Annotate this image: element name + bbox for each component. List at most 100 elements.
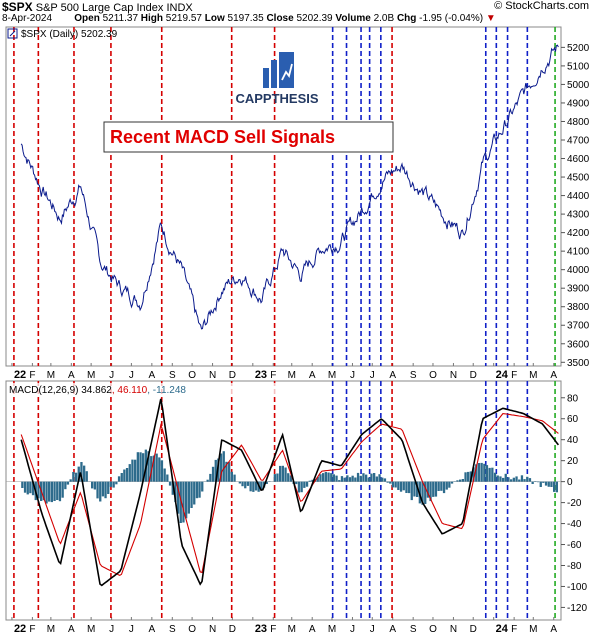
histogram-bar [91,481,94,489]
histogram-bar [536,481,540,483]
histogram-bar [125,468,129,482]
histogram-bar [445,481,448,490]
histogram-bar [297,481,301,493]
histogram-bar [273,474,276,482]
histogram-bar [322,473,325,482]
histogram-bar [147,451,150,482]
histogram-bar [394,481,397,488]
histogram-bar [413,481,416,497]
histogram-bar [553,481,556,492]
x-tick-label: M [87,624,95,635]
histogram-bar [179,481,182,523]
histogram-bar [117,476,121,482]
histogram-bar [233,474,236,482]
chart-header-line-1: $SPX S&P 500 Large Cap Index INDX © Stoc… [2,0,593,14]
x-tick-label: F [511,624,517,635]
x-tick-label: N [450,624,457,635]
histogram-bar [340,476,344,482]
histogram-bar [354,477,357,482]
y-tick-label: -20 [567,498,582,509]
y-tick-label: -100 [567,582,587,593]
histogram-bar [228,462,231,482]
logo-bar-2 [271,60,277,88]
histogram-bar [362,473,365,482]
x-tick-label: 24 [496,369,509,381]
price-legend-label: $SPX (Daily) 5202.39 [21,29,118,40]
histogram-bar [120,473,123,482]
macd-legend-item: MACD(12,26,9) 34.862 [9,385,112,396]
histogram-bar [112,481,115,488]
annotation-box: Recent MACD Sell Signals [103,121,394,153]
signal-line [20,413,559,577]
histogram-bar [177,481,180,514]
histogram-bar [319,474,322,482]
histogram-bar [107,481,110,494]
index-name: S&P 500 Large Cap Index [35,2,164,14]
histogram-bar [324,472,327,482]
y-tick-label: 5000 [567,80,590,91]
histogram-bar [45,481,48,504]
histogram-bar [104,481,107,499]
y-tick-label: 0 [567,477,573,488]
histogram-bar [37,481,40,499]
histogram-bar [23,481,27,493]
x-tick-label: S [410,370,417,381]
histogram-bar [254,481,258,491]
open-value: 5211.37 [102,13,139,24]
histogram-bar [279,465,282,482]
histogram-bar [459,479,462,482]
x-tick-label: J [370,624,375,635]
x-tick-label: S [169,624,176,635]
histogram-bar [491,467,494,482]
histogram-bar [405,481,408,493]
macd-legend-bg [7,383,307,396]
histogram-bar [115,481,118,485]
histogram-bar [74,472,78,482]
price-legend-swatch [7,28,18,39]
volume-value: 2.0B [373,13,395,24]
histogram-bar [21,481,24,488]
histogram-bar [198,481,201,498]
y-tick-label: 4800 [567,117,590,128]
high-label: High [140,13,164,24]
logo-bar-1 [263,68,269,88]
histogram-bar [123,469,126,482]
histogram-bar [222,451,225,482]
histogram-bar [370,473,373,482]
chart-header-line-2: 8-Apr-2024 Open 5211.37 High 5219.57 Low… [2,13,593,25]
x-tick-label: F [270,624,276,635]
x-tick-label: F [29,624,35,635]
histogram-bar [381,477,384,482]
macd-legend-item: , -11.248 [147,385,186,396]
close-label: Close [266,13,294,24]
histogram-bar [472,467,475,482]
low-label: Low [204,13,225,24]
histogram-bar [351,475,354,482]
histogram-bar [158,457,161,482]
histogram-bar [206,479,209,482]
histogram-bar [467,471,470,482]
histogram-bar [311,479,314,482]
x-tick-label: D [470,624,477,635]
histogram-bar [295,481,298,485]
histogram-bar [550,481,553,487]
histogram-bar [150,456,153,482]
x-tick-label: O [188,370,196,381]
histogram-bar [367,477,370,482]
open-label: Open [74,13,100,24]
histogram-bar [163,468,166,482]
histogram-bar [343,477,346,482]
histogram-bar [518,479,521,482]
histogram-bar [300,481,303,493]
histogram-bar [168,481,172,486]
price-series-line [20,44,559,330]
x-tick-label: S [410,624,417,635]
histogram-bar [238,481,241,484]
histogram-bar [187,481,190,514]
histogram-bar [421,481,424,505]
histogram-bar [335,475,338,482]
histogram-bar [502,477,505,482]
histogram-bar [249,481,252,492]
histogram-bar [504,473,507,482]
x-tick-label: A [550,624,557,635]
